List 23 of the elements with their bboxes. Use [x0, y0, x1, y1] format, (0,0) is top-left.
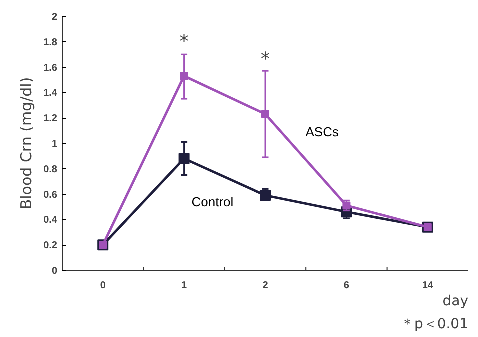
y-tick-label: 1.8 — [44, 37, 58, 48]
x-tick-label: 1 — [182, 280, 188, 292]
x-tick-label: 6 — [344, 280, 350, 292]
y-axis-title: Blood Crn (mg/dl) — [18, 77, 36, 210]
series-label: ASCs — [306, 124, 340, 140]
y-tick-label: 0.2 — [44, 240, 58, 252]
y-tick-label: 0.6 — [44, 190, 58, 201]
annotation: * — [180, 31, 189, 52]
y-tick-label: 1.2 — [44, 114, 58, 125]
x-tick-label: 14 — [422, 280, 434, 292]
x-axis-title: day — [442, 294, 469, 310]
y-tick-label: 1.4 — [44, 88, 58, 100]
x-tick-label: 2 — [262, 280, 269, 292]
annotation: * — [261, 49, 270, 70]
y-tick-label: 1.6 — [44, 62, 58, 74]
x-tick-label: 0 — [100, 280, 106, 292]
y-tick-label: 0.8 — [44, 164, 58, 176]
y-tick-label: 1 — [52, 139, 58, 150]
y-tick-label: 2 — [52, 12, 58, 23]
text: ＊p＜0.01 — [400, 316, 469, 332]
y-tick-label: 0.4 — [44, 215, 58, 226]
series-label: Control — [192, 194, 234, 210]
y-tick-label: 0 — [52, 266, 58, 277]
